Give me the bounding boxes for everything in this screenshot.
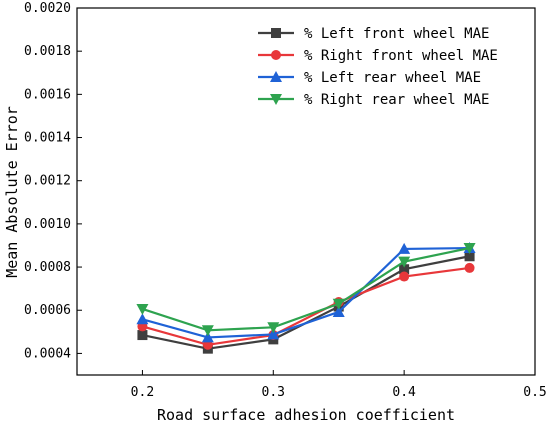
series-line — [142, 246, 470, 339]
data-point — [137, 330, 148, 341]
series-line — [142, 246, 470, 332]
legend-entry: % Left front wheel MAE — [258, 26, 489, 42]
y-tick-label: 0.0018 — [24, 44, 71, 59]
y-axis-title: Mean Absolute Error — [3, 106, 21, 278]
legend-marker — [270, 94, 282, 105]
data-point — [398, 242, 411, 254]
y-tick-label: 0.0010 — [24, 217, 71, 232]
y-tick-label: 0.0014 — [24, 131, 71, 146]
data-point — [201, 325, 214, 337]
y-tick-label: 0.0004 — [24, 346, 71, 361]
legend-label: % Right front wheel MAE — [304, 48, 498, 64]
legend-label: % Right rear wheel MAE — [304, 92, 489, 108]
data-point — [464, 251, 475, 262]
plot-frame — [76, 7, 536, 376]
data-point — [399, 271, 410, 282]
data-point — [201, 331, 214, 343]
y-tick-label: 0.0008 — [24, 260, 71, 275]
legend-entry: % Right front wheel MAE — [258, 48, 498, 64]
legend-label: % Left rear wheel MAE — [304, 70, 481, 86]
data-point — [399, 264, 410, 275]
series-line — [142, 255, 470, 350]
legend-entry: % Right rear wheel MAE — [258, 92, 489, 108]
y-tick-label: 0.0016 — [24, 87, 71, 102]
series-4 — [136, 243, 476, 337]
y-tick-label: 0.0012 — [24, 174, 71, 189]
legend: % Left front wheel MAE % Right front whee… — [258, 26, 498, 108]
x-tick-label: 0.4 — [392, 385, 416, 400]
legend-marker — [271, 50, 281, 60]
data-point — [332, 298, 345, 310]
x-tick-label: 0.5 — [523, 385, 546, 400]
x-axis-title: Road surface adhesion coefficient — [157, 406, 455, 424]
legend-marker — [270, 71, 282, 82]
y-tick-label: 0.0006 — [24, 303, 71, 318]
data-point — [398, 256, 411, 268]
data-point — [267, 322, 280, 334]
series-line — [142, 266, 470, 346]
y-tick-label: 0.0020 — [24, 1, 71, 16]
legend-label: % Left front wheel MAE — [304, 26, 489, 42]
x-tick-label: 0.3 — [262, 385, 285, 400]
data-point — [267, 328, 280, 340]
series-3 — [136, 242, 476, 343]
data-point — [463, 243, 476, 255]
legend-marker — [271, 28, 281, 38]
series-2 — [137, 262, 475, 350]
data-point — [136, 303, 149, 315]
legend-entry: % Left rear wheel MAE — [258, 70, 481, 86]
x-tick-label: 0.2 — [131, 385, 154, 400]
data-point — [464, 262, 475, 273]
data-point — [332, 305, 345, 317]
data-point — [136, 313, 149, 325]
